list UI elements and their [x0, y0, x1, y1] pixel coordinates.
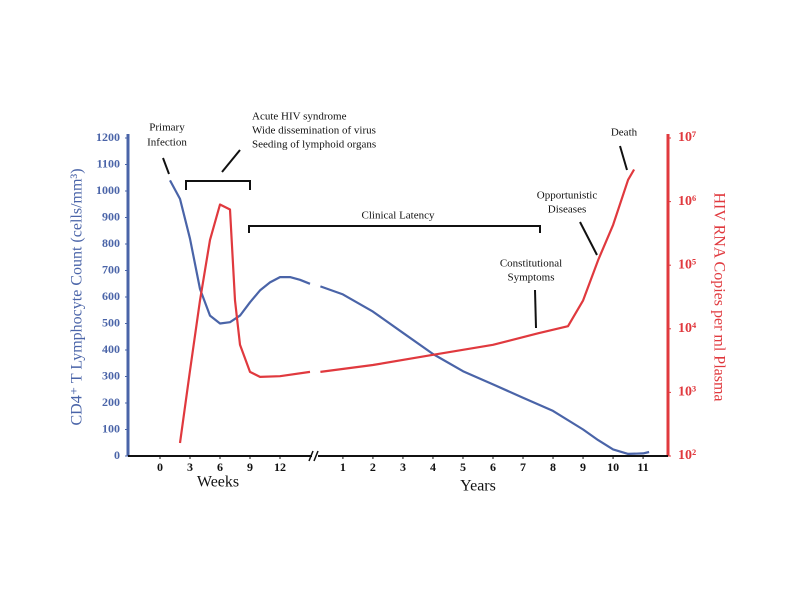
x-tick-label: 11	[637, 460, 648, 474]
annotation: Seeding of lymphoid organs	[252, 139, 376, 151]
x-tick-label: 12	[274, 460, 286, 474]
y-tick-label: 200	[102, 395, 120, 409]
annotation: Constitutional	[500, 258, 562, 270]
annotation: Death	[611, 127, 638, 139]
y-tick-label: 900	[102, 209, 120, 223]
annotation: Primary	[149, 122, 185, 134]
y-tick-label: 100	[102, 421, 120, 435]
y-tick-label: 0	[114, 448, 120, 462]
y-tick-label: 1200	[96, 130, 120, 144]
y2-tick-label: 10⁶	[678, 194, 696, 209]
y-tick-label: 1000	[96, 183, 120, 197]
x-tick-label: 7	[520, 460, 526, 474]
x-tick-label: 3	[187, 460, 193, 474]
annotation: Opportunistic	[537, 190, 598, 202]
y2-tick-label: 10²	[678, 448, 696, 463]
y-tick-label: 600	[102, 289, 120, 303]
y-tick-label: 400	[102, 342, 120, 356]
axis-break	[308, 450, 319, 462]
annotation: Symptoms	[507, 272, 554, 284]
break-mark	[308, 450, 314, 462]
y2-axis-label: HIV RNA Copies per ml Plasma	[710, 192, 727, 401]
x-tick-label: 8	[550, 460, 556, 474]
y-tick-label: 1100	[97, 156, 120, 170]
y-axis-label: CD4⁺ T Lymphocyte Count (cells/mm³)	[69, 168, 86, 425]
annotation: Clinical Latency	[362, 210, 435, 222]
annotation: Diseases	[548, 204, 587, 216]
break-mark	[313, 450, 319, 462]
pointers	[162, 145, 628, 329]
x-tick-label: 6	[490, 460, 496, 474]
y-tick-label: 300	[102, 368, 120, 382]
series-line	[320, 168, 636, 373]
x-tick-label: 6	[217, 460, 223, 474]
x-tick-label: 4	[430, 460, 436, 474]
y2-tick-label: 10⁴	[678, 321, 697, 336]
series-line	[169, 179, 311, 325]
x-tick-label: 3	[400, 460, 406, 474]
x-axis-label: Years	[460, 478, 496, 495]
x-tick-label: 0	[157, 460, 163, 474]
y2-tick-label: 10³	[678, 385, 696, 400]
annotation: Wide dissemination of virus	[252, 125, 376, 137]
y-tick-label: 800	[102, 236, 120, 250]
y2-tick-label: 10⁵	[678, 257, 696, 272]
x-tick-label: 9	[580, 460, 586, 474]
y2-tick-label: 10⁷	[678, 130, 696, 145]
annotation: Acute HIV syndrome	[252, 111, 347, 123]
y-tick-label: 500	[102, 315, 120, 329]
x-tick-label: 1	[340, 460, 346, 474]
x-tick-label: 5	[460, 460, 466, 474]
series-line	[320, 285, 650, 455]
annotation: Infection	[147, 137, 187, 149]
x-tick-label: 2	[370, 460, 376, 474]
x-tick-label: 10	[607, 460, 619, 474]
series-line	[178, 203, 311, 444]
x-axis-label: Weeks	[197, 474, 239, 491]
x-tick-label: 9	[247, 460, 253, 474]
y-tick-label: 700	[102, 262, 120, 276]
